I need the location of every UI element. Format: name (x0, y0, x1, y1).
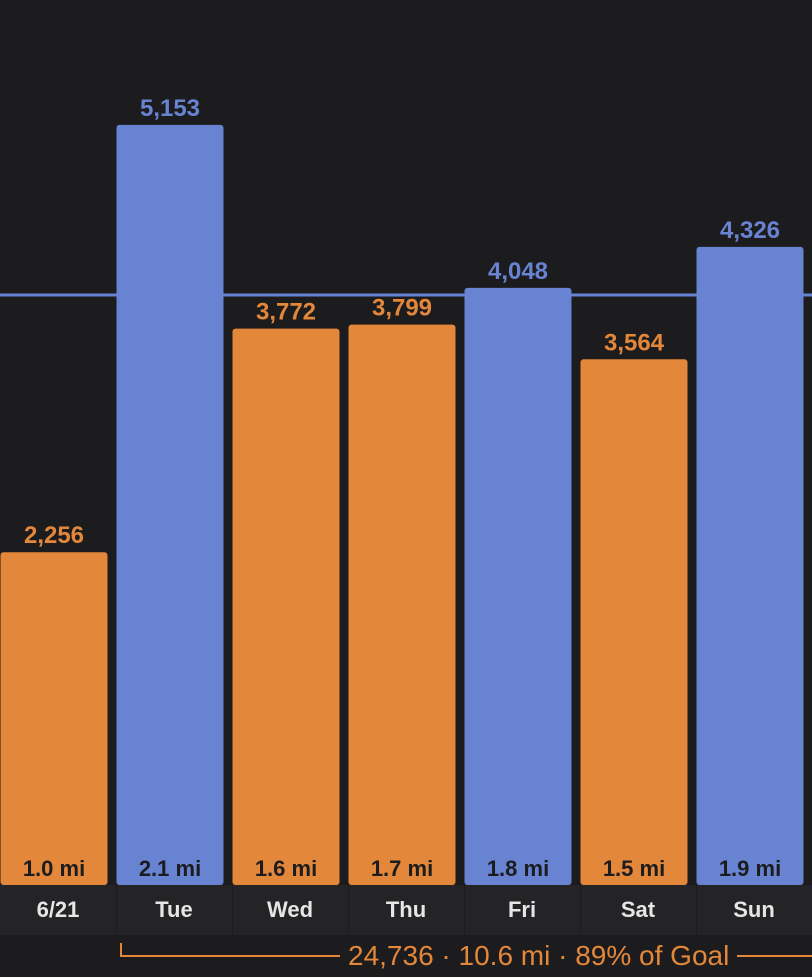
distance-label-4: 1.8 mi (487, 856, 549, 881)
weekly-summary: 24,736 · 10.6 mi · 89% of Goal (0, 935, 812, 977)
day-separator (348, 885, 349, 935)
day-separator (116, 885, 117, 935)
distance-label-1: 2.1 mi (139, 856, 201, 881)
bar-3 (348, 324, 456, 885)
day-label-5: Sat (620, 897, 656, 922)
distance-label-0: 1.0 mi (23, 856, 85, 881)
day-label-0: 6/21 (36, 897, 80, 922)
distance-label-3: 1.7 mi (371, 856, 433, 881)
bar-1 (116, 124, 224, 885)
value-label-2: 3,772 (256, 299, 316, 326)
bar-5 (580, 359, 688, 885)
distance-label-6: 1.9 mi (719, 856, 781, 881)
day-separator (580, 885, 581, 935)
value-label-3: 3,799 (372, 295, 432, 322)
value-label-6: 4,326 (720, 217, 780, 244)
day-label-6: Sun (733, 897, 775, 922)
value-label-1: 5,153 (140, 95, 200, 122)
bar-0 (0, 552, 108, 885)
day-label-1: Tue (155, 897, 193, 922)
summary-text: 24,736 · 10.6 mi · 89% of Goal (340, 939, 738, 973)
day-label-3: Thu (385, 897, 427, 922)
bar-4 (464, 287, 572, 885)
value-label-5: 3,564 (604, 329, 665, 356)
distance-label-5: 1.5 mi (603, 856, 665, 881)
value-label-0: 2,256 (24, 522, 84, 549)
day-separator (232, 885, 233, 935)
day-label-4: Fri (507, 897, 537, 922)
day-separator (464, 885, 465, 935)
day-labels-row: 6/21 Tue Wed Thu Fri Sat Sun (0, 885, 812, 935)
distance-label-2: 1.6 mi (255, 856, 317, 881)
bar-chart: 2,256 1.0 mi 5,153 2.1 mi 3,772 1.6 mi 3,799 1.… (0, 95, 812, 885)
day-separator (696, 885, 697, 935)
bar-6 (696, 246, 804, 885)
value-label-4: 4,048 (488, 258, 548, 285)
bar-2 (232, 328, 340, 885)
day-label-2: Wed (266, 897, 314, 922)
